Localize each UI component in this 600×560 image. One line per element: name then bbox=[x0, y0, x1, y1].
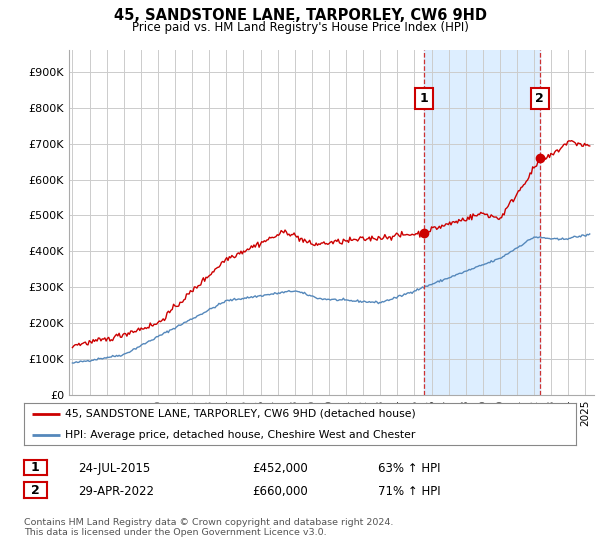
Text: 2: 2 bbox=[31, 483, 40, 497]
Text: 2: 2 bbox=[535, 92, 544, 105]
Text: 45, SANDSTONE LANE, TARPORLEY, CW6 9HD (detached house): 45, SANDSTONE LANE, TARPORLEY, CW6 9HD (… bbox=[65, 409, 416, 419]
Text: £660,000: £660,000 bbox=[252, 484, 308, 498]
Text: 45, SANDSTONE LANE, TARPORLEY, CW6 9HD: 45, SANDSTONE LANE, TARPORLEY, CW6 9HD bbox=[113, 8, 487, 24]
Text: £452,000: £452,000 bbox=[252, 462, 308, 475]
Text: 1: 1 bbox=[419, 92, 428, 105]
Bar bbox=[424, 50, 540, 395]
Text: HPI: Average price, detached house, Cheshire West and Chester: HPI: Average price, detached house, Ches… bbox=[65, 430, 416, 440]
Text: 71% ↑ HPI: 71% ↑ HPI bbox=[378, 484, 440, 498]
Text: Contains HM Land Registry data © Crown copyright and database right 2024.
This d: Contains HM Land Registry data © Crown c… bbox=[24, 518, 394, 538]
Text: 24-JUL-2015: 24-JUL-2015 bbox=[78, 462, 150, 475]
Text: 63% ↑ HPI: 63% ↑ HPI bbox=[378, 462, 440, 475]
Text: Price paid vs. HM Land Registry's House Price Index (HPI): Price paid vs. HM Land Registry's House … bbox=[131, 21, 469, 34]
Text: 1: 1 bbox=[31, 461, 40, 474]
Text: 29-APR-2022: 29-APR-2022 bbox=[78, 484, 154, 498]
